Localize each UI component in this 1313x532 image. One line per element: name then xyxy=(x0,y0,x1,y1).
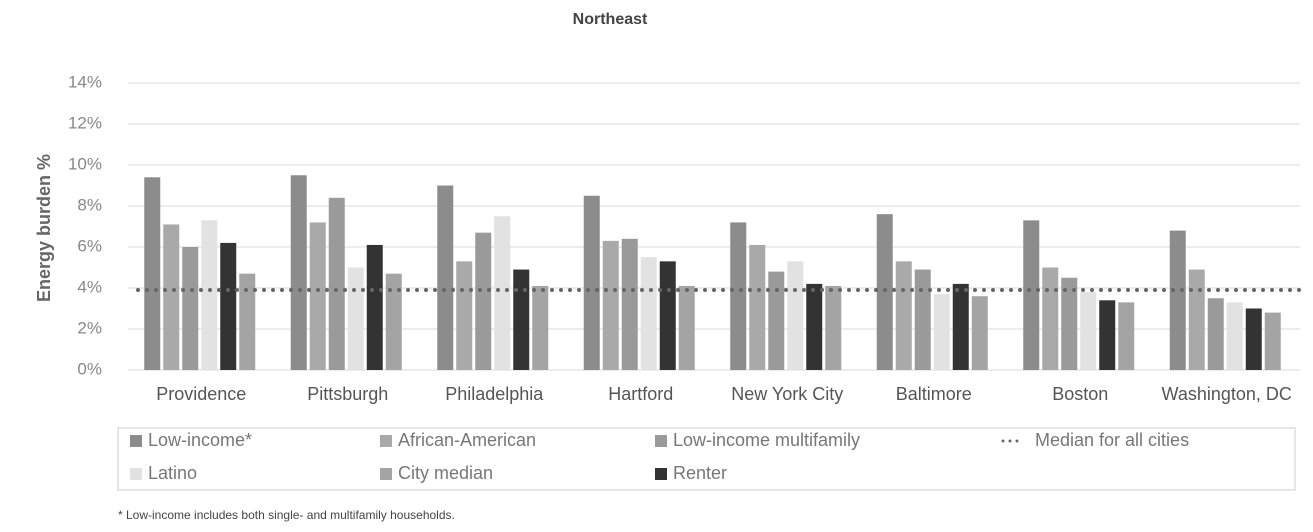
bar xyxy=(602,240,619,370)
bar xyxy=(437,185,454,370)
bar xyxy=(475,232,492,370)
bar xyxy=(239,273,256,370)
bar xyxy=(494,216,511,370)
bar xyxy=(787,261,804,370)
bar xyxy=(163,224,180,370)
bar xyxy=(220,242,237,370)
bar xyxy=(532,285,549,370)
legend-swatch xyxy=(655,435,667,447)
bar xyxy=(730,222,747,370)
bar xyxy=(182,247,199,370)
bar xyxy=(1207,298,1224,370)
y-tick-label: 0% xyxy=(77,359,102,378)
x-tick-label: Hartford xyxy=(608,384,673,404)
bar xyxy=(1099,300,1116,370)
x-tick-label: Philadelphia xyxy=(445,384,544,404)
bar xyxy=(876,214,893,370)
legend-label: Median for all cities xyxy=(1035,430,1189,450)
y-tick-label: 2% xyxy=(77,318,102,337)
bar xyxy=(895,261,912,370)
bar xyxy=(1264,312,1281,370)
bar xyxy=(385,273,402,370)
legend-label: Renter xyxy=(673,463,727,483)
bar xyxy=(1118,302,1135,370)
x-tick-label: Washington, DC xyxy=(1162,384,1292,404)
bar xyxy=(659,261,676,370)
bar xyxy=(971,296,988,370)
bar xyxy=(825,285,842,370)
chart-title: Northeast xyxy=(573,11,648,28)
bar xyxy=(1061,277,1078,370)
bar xyxy=(640,257,657,370)
legend-swatch xyxy=(130,468,142,480)
bar xyxy=(806,283,823,370)
bar xyxy=(513,269,530,370)
bar xyxy=(201,220,218,370)
y-axis-label: Energy burden % xyxy=(34,154,54,302)
x-tick-label: Baltimore xyxy=(896,384,972,404)
bar xyxy=(768,271,785,370)
y-tick-label: 8% xyxy=(77,195,102,214)
bar xyxy=(1188,269,1205,370)
legend-label: African-American xyxy=(398,430,536,450)
legend-label: Low-income multifamily xyxy=(673,430,860,450)
bar xyxy=(347,267,364,370)
x-tick-label: New York City xyxy=(731,384,843,404)
bar xyxy=(1042,267,1059,370)
y-tick-label: 6% xyxy=(77,236,102,255)
bar xyxy=(678,285,695,370)
bar xyxy=(952,283,969,370)
bar xyxy=(1023,220,1040,370)
legend-swatch xyxy=(380,435,392,447)
bar xyxy=(933,294,950,370)
bar xyxy=(1245,308,1262,370)
bar xyxy=(749,244,766,370)
legend-swatch xyxy=(380,468,392,480)
bar xyxy=(456,261,473,370)
bar xyxy=(1226,302,1243,370)
bar xyxy=(914,269,931,370)
footnote: * Low-income includes both single- and m… xyxy=(118,508,455,522)
y-tick-label: 10% xyxy=(68,154,102,173)
bar xyxy=(309,222,326,370)
legend-label: City median xyxy=(398,463,493,483)
legend-label: Latino xyxy=(148,463,197,483)
bar xyxy=(144,177,161,370)
bar xyxy=(366,244,383,370)
x-tick-label: Boston xyxy=(1052,384,1108,404)
legend-swatch xyxy=(655,468,667,480)
bar xyxy=(1080,292,1097,370)
x-tick-label: Providence xyxy=(156,384,246,404)
x-tick-label: Pittsburgh xyxy=(307,384,388,404)
legend-swatch xyxy=(130,435,142,447)
bar xyxy=(1169,230,1186,370)
y-tick-label: 4% xyxy=(77,277,102,296)
legend-box xyxy=(117,427,1296,491)
bar xyxy=(583,195,600,370)
bar xyxy=(290,175,307,370)
bar xyxy=(621,238,638,370)
y-tick-label: 12% xyxy=(68,113,102,132)
bar xyxy=(328,197,345,370)
y-tick-label: 14% xyxy=(68,72,102,91)
legend-label: Low-income* xyxy=(148,430,252,450)
